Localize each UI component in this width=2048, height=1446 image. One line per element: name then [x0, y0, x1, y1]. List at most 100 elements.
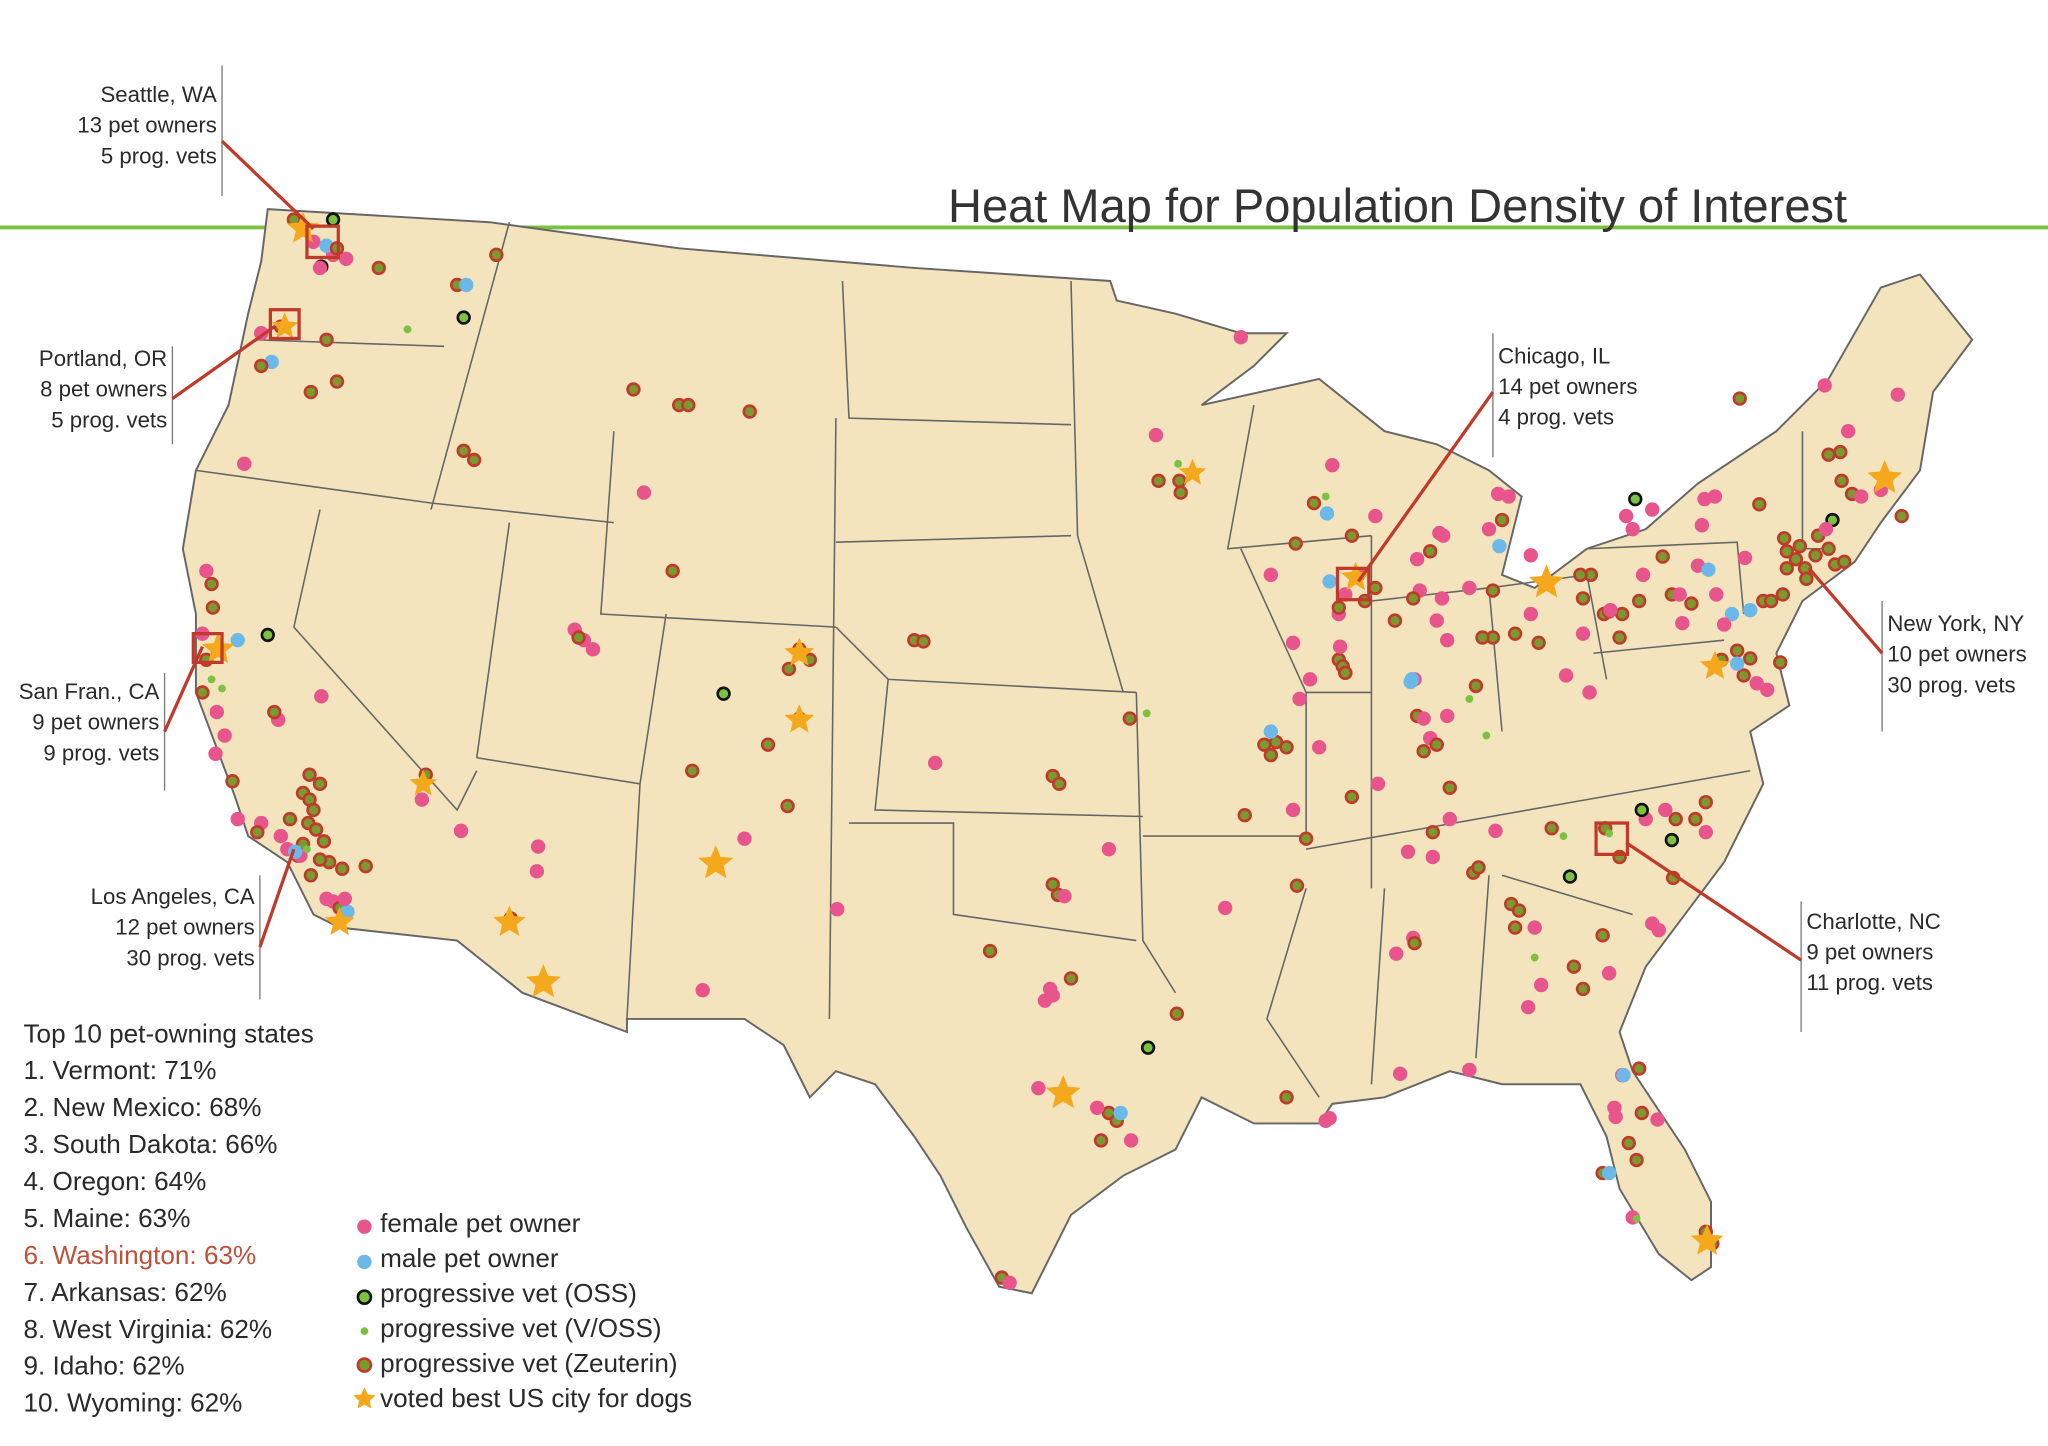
female-owner	[1523, 548, 1538, 563]
female-owner	[1434, 591, 1450, 606]
callout-text: 13 pet owners	[77, 113, 216, 138]
vet-zeuterin	[205, 600, 221, 615]
vet-voss	[303, 845, 311, 854]
vet-voss	[1559, 832, 1568, 841]
vet-voss	[403, 325, 412, 334]
female-owner	[337, 891, 352, 906]
vet-zeuterin	[1821, 447, 1836, 462]
best-city-star	[784, 704, 815, 733]
best-city-star	[493, 905, 526, 937]
best-city-star	[1045, 1075, 1081, 1109]
female-owner	[1302, 672, 1318, 687]
vet-zeuterin	[254, 358, 269, 374]
female-owner	[1089, 1100, 1105, 1115]
callout-text: 30 prog. vets	[1887, 672, 2015, 697]
vet-zeuterin	[312, 852, 328, 867]
male-owner	[1492, 538, 1507, 554]
vet-zeuterin	[1442, 780, 1457, 795]
female-owner	[1601, 966, 1617, 981]
callout-text: Charlotte, NC	[1806, 909, 1940, 934]
vet-zeuterin	[1511, 903, 1527, 918]
callout-leader	[1807, 567, 1884, 655]
top-item: 6. Washington: 63%	[24, 1240, 257, 1270]
vet-zeuterin	[1792, 538, 1808, 554]
female-owner	[1737, 550, 1753, 566]
vet-zeuterin	[1775, 587, 1791, 602]
female-owner	[1409, 552, 1425, 567]
vet-zeuterin	[1063, 971, 1079, 986]
vet-zeuterin	[1834, 473, 1849, 489]
female-owner	[1148, 427, 1164, 443]
callout-box	[1594, 821, 1630, 857]
callout-text: 10 pet owners	[1887, 642, 2026, 667]
callout-leader	[1625, 841, 1803, 962]
vet-zeuterin	[1821, 541, 1836, 556]
vet-zeuterin	[685, 763, 700, 778]
callout-text: New York, NY	[1887, 611, 2024, 636]
state-borders	[195, 222, 1829, 1098]
vet-voss	[1482, 731, 1491, 740]
callout-box	[1335, 566, 1371, 602]
vet-oss	[1634, 802, 1649, 818]
vet-zeuterin	[1655, 549, 1670, 564]
female-owner	[1488, 823, 1503, 839]
female-owner	[1603, 602, 1618, 618]
vet-voss	[1530, 953, 1539, 962]
female-owner	[1370, 776, 1386, 792]
female-owner	[1840, 424, 1856, 439]
vet-zeuterin	[303, 384, 319, 400]
vet-zeuterin	[316, 834, 332, 849]
female-owner	[1325, 457, 1340, 473]
top-item: 9. Idaho: 62%	[24, 1351, 185, 1381]
vet-voss	[1174, 459, 1183, 468]
vet-oss	[260, 627, 275, 643]
vet-zeuterin	[1052, 776, 1067, 792]
female-owner	[1534, 977, 1549, 993]
vet-zeuterin	[1752, 497, 1767, 512]
vet-voss	[1321, 492, 1330, 501]
vet-zeuterin	[1573, 567, 1588, 583]
vet-zeuterin	[1566, 959, 1582, 974]
vet-zeuterin	[308, 822, 324, 837]
vet-zeuterin	[1468, 678, 1484, 694]
female-owner	[1625, 521, 1640, 537]
vet-zeuterin	[335, 861, 350, 876]
vet-zeuterin	[1406, 591, 1421, 606]
male-owner	[1616, 1067, 1631, 1083]
female-owner	[1425, 849, 1440, 865]
female-owner	[1818, 521, 1834, 537]
female-owner	[414, 792, 430, 807]
female-owner	[1462, 580, 1477, 596]
female-owner	[312, 260, 328, 276]
callout-leader	[1357, 391, 1495, 583]
vet-zeuterin	[250, 824, 265, 840]
female-owner	[1658, 802, 1673, 818]
vet-zeuterin	[1237, 808, 1252, 823]
callout-text: 9 pet owners	[1806, 940, 1933, 965]
female-owner	[1045, 988, 1060, 1003]
best-city-star	[286, 211, 320, 243]
female-owner	[1523, 606, 1538, 622]
legend-icon	[360, 1327, 369, 1336]
vet-zeuterin	[1507, 920, 1523, 935]
vet-zeuterin	[780, 798, 795, 814]
female-owner	[1698, 824, 1713, 840]
vet-zeuterin	[571, 630, 586, 645]
vet-zeuterin	[742, 404, 757, 419]
female-owner	[695, 983, 710, 998]
female-owner	[636, 485, 652, 500]
callout-text: San Fran., CA	[19, 679, 160, 704]
vet-zeuterin	[1172, 473, 1187, 489]
vet-zeuterin	[1289, 878, 1305, 893]
vet-zeuterin	[1544, 821, 1559, 836]
female-owner	[1651, 922, 1666, 938]
vet-zeuterin	[1344, 789, 1360, 805]
vet-zeuterin	[1779, 561, 1794, 576]
vet-zeuterin	[1387, 613, 1403, 628]
female-owner	[1368, 508, 1383, 524]
callout-text: 5 prog. vets	[101, 143, 217, 168]
female-owner	[208, 746, 223, 761]
legend-label: female pet owner	[380, 1208, 581, 1238]
vet-zeuterin	[982, 943, 998, 959]
female-owner	[737, 831, 752, 846]
